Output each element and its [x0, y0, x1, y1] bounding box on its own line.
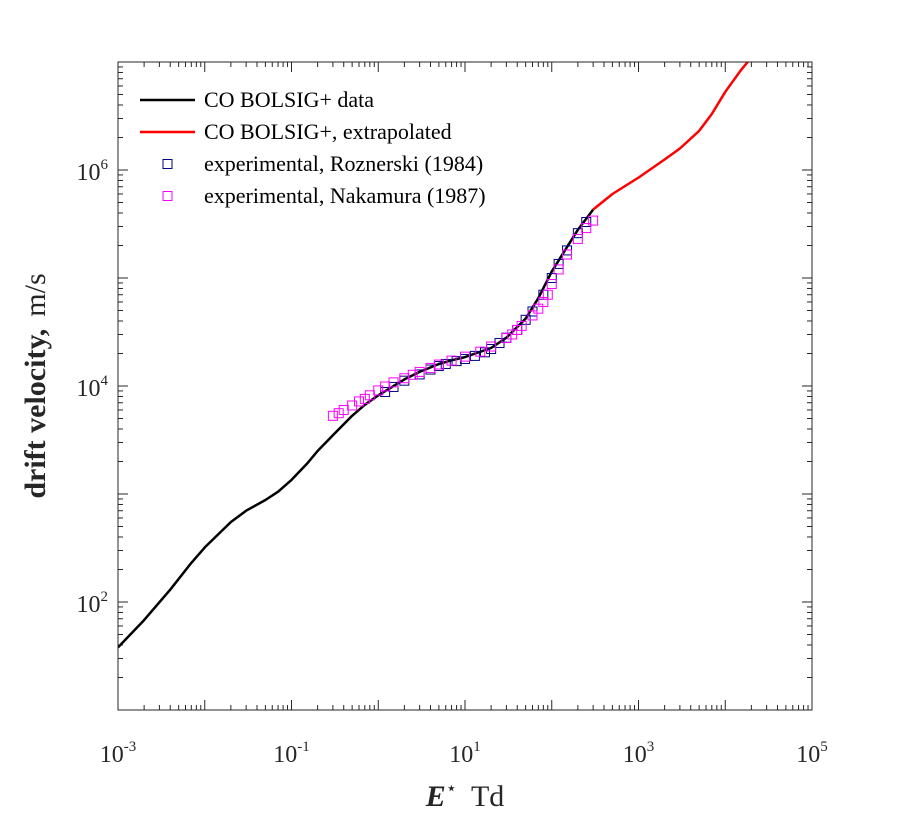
series-2-marker — [440, 358, 451, 369]
series-layer — [118, 62, 750, 649]
series-2-marker — [581, 217, 592, 228]
series-3-marker — [581, 223, 592, 234]
x-axis-label: E⋆ Td — [425, 778, 505, 813]
series-3-marker — [527, 310, 538, 321]
series-2-marker — [380, 386, 391, 397]
series-3-marker — [460, 351, 470, 362]
series-3-marker — [359, 393, 370, 404]
x-tick-label: 105 — [796, 739, 828, 768]
x-axis-superscript: ⋆ — [446, 778, 457, 798]
plot-area — [118, 62, 812, 710]
series-3-marker — [516, 320, 527, 331]
x-axis-unit: Td — [471, 780, 504, 813]
series-3-marker — [407, 369, 418, 380]
series-3-marker — [553, 264, 564, 275]
series-2-marker — [546, 273, 557, 283]
x-tick-labels: 10-3 10-1 101 103 105 — [100, 739, 828, 768]
legend-swatch-marker — [162, 191, 173, 201]
series-3-marker — [333, 408, 344, 419]
x-tick-label: 10-3 — [100, 739, 137, 768]
x-axis-symbol: E — [425, 780, 446, 813]
y-tick-labels: 102 104 106 — [77, 157, 109, 618]
series-3-marker — [562, 249, 573, 260]
y-tick-label: 104 — [77, 373, 109, 402]
series-3-marker — [486, 341, 497, 352]
minor-ticks — [118, 62, 812, 710]
y-axis-unit: m/s — [19, 273, 52, 316]
legend-label: CO BOLSIG+, extrapolated — [204, 119, 452, 144]
series-3-marker — [475, 346, 486, 357]
x-tick-label: 10-1 — [273, 739, 310, 768]
series-3-marker — [542, 289, 553, 300]
x-tick-label: 103 — [623, 739, 655, 768]
series-3-marker — [425, 362, 436, 373]
series-3-marker — [588, 215, 599, 226]
series-2-marker — [572, 228, 583, 239]
series-3-marker — [446, 355, 457, 366]
series-2-marker — [553, 258, 564, 269]
series-3-marker — [546, 278, 557, 289]
y-tick-label: 102 — [77, 589, 109, 618]
x-tick-label: 101 — [449, 739, 481, 768]
series-line-0 — [118, 208, 595, 649]
legend-label: experimental, Roznerski (1984) — [204, 151, 483, 176]
y-tick-label: 106 — [77, 157, 109, 186]
series-3-marker — [399, 373, 410, 384]
legend-label: CO BOLSIG+ data — [204, 87, 374, 112]
series-3-marker — [572, 233, 583, 244]
legend: CO BOLSIG+ data CO BOLSIG+, extrapolated e… — [140, 87, 486, 208]
series-line-1 — [592, 62, 750, 211]
series-3-marker — [433, 359, 444, 370]
legend-label: experimental, Nakamura (1987) — [204, 183, 486, 208]
y-axis-label: drift velocity, m/s — [19, 273, 52, 498]
series-3-marker — [388, 377, 399, 388]
legend-swatch-marker — [162, 159, 173, 169]
series-3-marker — [327, 410, 338, 421]
series-3-marker — [354, 396, 365, 407]
series-3-marker — [414, 366, 425, 377]
series-3-marker — [501, 333, 512, 344]
major-ticks — [118, 62, 812, 710]
series-3-marker — [533, 303, 544, 314]
series-3-marker — [373, 385, 384, 396]
y-axis-main: drift velocity, — [19, 329, 52, 499]
plot-frame — [117, 61, 813, 711]
